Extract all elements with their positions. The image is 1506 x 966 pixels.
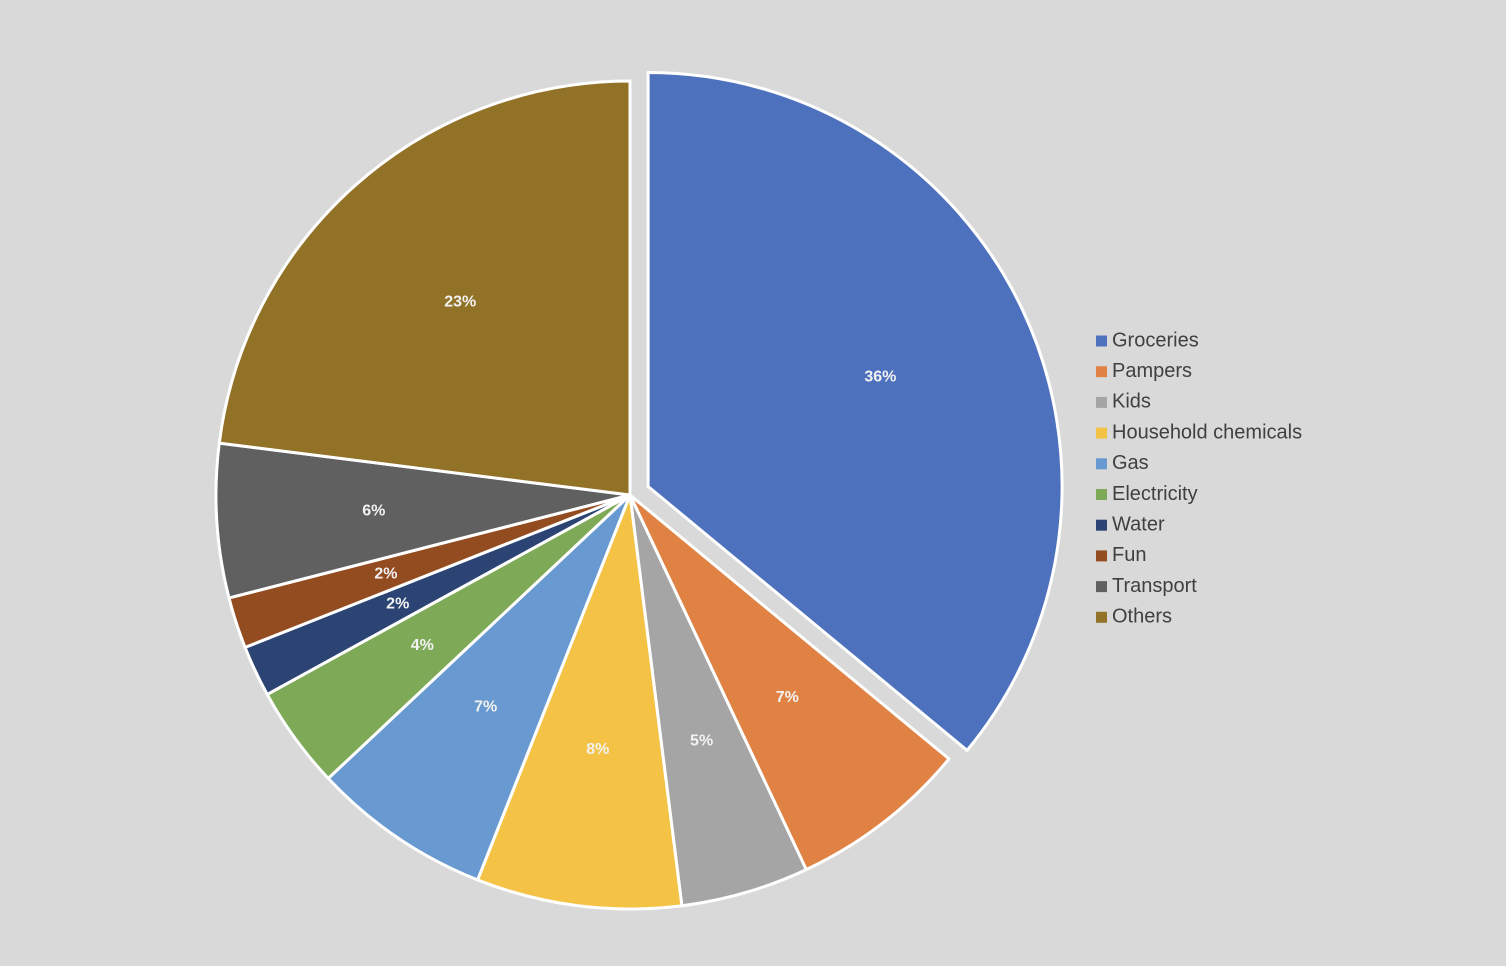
legend-label: Groceries (1112, 329, 1199, 351)
data-label-kids: 5% (690, 733, 713, 750)
legend-swatch (1096, 550, 1107, 562)
legend-item-kids: Kids (1096, 391, 1151, 413)
data-label-groceries: 36% (864, 368, 896, 385)
legend-swatch (1096, 581, 1107, 593)
pie-slice-transport (214, 441, 632, 600)
data-label-transport: 6% (362, 502, 385, 519)
legend-label: Household chemicals (1112, 421, 1302, 443)
legend-label: Water (1112, 513, 1165, 535)
legend-label: Fun (1112, 544, 1146, 566)
legend-item-water: Water (1096, 513, 1165, 535)
pie-slice-pampers (628, 493, 951, 872)
pie-slice-gas (326, 493, 632, 882)
legend-item-household-chemicals: Household chemicals (1096, 421, 1302, 443)
pie-slice-groceries (646, 70, 1064, 752)
data-label-electricity: 4% (411, 637, 434, 654)
legend-item-fun: Fun (1096, 544, 1146, 566)
legend-item-electricity: Electricity (1096, 483, 1198, 505)
data-label-fun: 2% (374, 566, 397, 583)
legend-item-groceries: Groceries (1096, 329, 1199, 351)
legend-swatch (1096, 519, 1107, 531)
legend-label: Kids (1112, 391, 1151, 413)
data-label-water: 2% (386, 596, 409, 613)
legend-swatch (1096, 335, 1107, 347)
legend-label: Transport (1112, 575, 1197, 597)
data-label-pampers: 7% (776, 689, 799, 706)
legend-swatch (1096, 366, 1107, 378)
legend-label: Pampers (1112, 360, 1192, 382)
legend-label: Electricity (1112, 483, 1198, 505)
pie-slice-household-chemicals (476, 493, 684, 911)
legend-item-gas: Gas (1096, 452, 1149, 474)
legend-item-transport: Transport (1096, 575, 1197, 597)
legend-label: Gas (1112, 452, 1149, 474)
pie-slice-others (217, 79, 632, 497)
legend-swatch (1096, 458, 1107, 470)
legend-item-others: Others (1096, 606, 1172, 628)
pie-data-labels: 36% 7% 5% 8% 7% 4% 2% 2% 6% 23% (362, 294, 896, 758)
legend: Groceries Pampers Kids Household chemicals G… (1096, 329, 1302, 628)
pie-slices (214, 70, 1064, 911)
data-label-household-chemicals: 8% (586, 741, 609, 758)
data-label-gas: 7% (474, 699, 497, 716)
legend-swatch (1096, 396, 1107, 408)
data-label-others: 23% (444, 294, 476, 311)
legend-swatch (1096, 427, 1107, 439)
legend-label: Others (1112, 606, 1172, 628)
legend-item-pampers: Pampers (1096, 360, 1192, 382)
legend-swatch (1096, 489, 1107, 500)
legend-swatch (1096, 611, 1107, 623)
